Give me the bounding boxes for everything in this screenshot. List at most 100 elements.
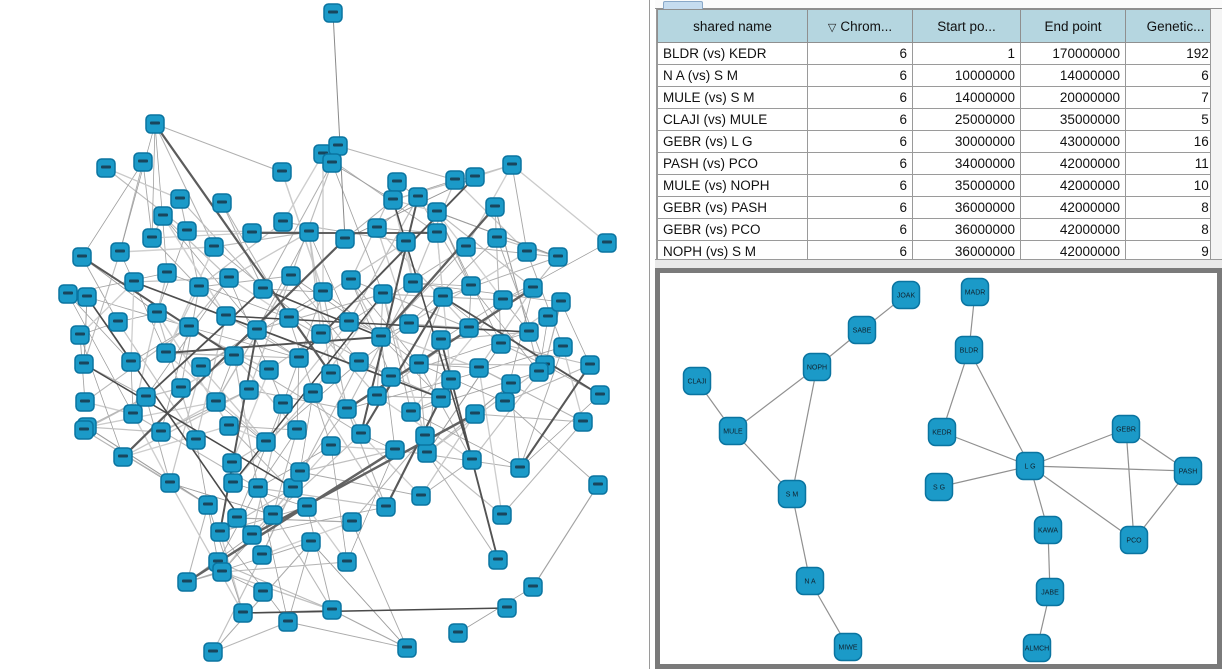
node-label	[227, 460, 237, 464]
table-cell[interactable]: 6	[807, 64, 913, 87]
table-cell[interactable]: 35000000	[912, 174, 1021, 197]
network-node-CLAJI[interactable]	[682, 366, 712, 396]
table-cell[interactable]: 7.5	[1125, 86, 1222, 109]
table-cell[interactable]: 14000000	[1020, 64, 1126, 87]
table-cell[interactable]: 42000000	[1020, 196, 1126, 219]
table-cell[interactable]: 6	[807, 130, 913, 153]
network-node-LG[interactable]	[1015, 451, 1045, 481]
network-node-ALMCH[interactable]	[1022, 633, 1052, 663]
table-cell[interactable]: 42000000	[1020, 218, 1126, 241]
table-cell[interactable]: 30000000	[912, 130, 1021, 153]
network-node-SABE[interactable]	[847, 315, 877, 345]
table-cell[interactable]: 170000000	[1020, 42, 1126, 65]
similarity-network-canvas[interactable]: JOAK MADR SABE NOPH BLDR CLAJI MULE KEDR GEBR L G…	[660, 273, 1217, 664]
table-cell[interactable]: 1	[912, 42, 1021, 65]
table-horizontal-scrollbar[interactable]	[655, 259, 1222, 269]
table-cell[interactable]: 42000000	[1020, 152, 1126, 175]
network-node-JABE[interactable]	[1035, 577, 1065, 607]
column-header-4[interactable]: Genetic...	[1125, 9, 1222, 43]
table-row[interactable]: MULE (vs) S M614000000200000007.5	[657, 86, 1222, 109]
table-cell[interactable]: 6	[807, 174, 913, 197]
network-edge	[478, 287, 534, 369]
table-cell[interactable]: GEBR (vs) L G	[657, 130, 808, 153]
table-cell[interactable]: 192.0	[1125, 42, 1222, 65]
network-node-MIWE[interactable]	[833, 632, 863, 662]
network-edge	[418, 363, 426, 437]
table-cell[interactable]: 5.9	[1125, 108, 1222, 131]
node-label	[268, 512, 278, 516]
table-cell[interactable]: 35000000	[1020, 108, 1126, 131]
table-cell[interactable]: 25000000	[912, 108, 1021, 131]
table-row[interactable]: CLAJI (vs) MULE625000000350000005.9	[657, 108, 1222, 131]
network-node-KAWA[interactable]	[1033, 515, 1063, 545]
network-node-KEDR[interactable]	[927, 417, 957, 447]
node-label	[464, 325, 474, 329]
table-vertical-scrollbar[interactable]	[1210, 9, 1222, 259]
table-cell[interactable]: 36000000	[912, 240, 1021, 263]
table-cell[interactable]: BLDR (vs) KEDR	[657, 42, 808, 65]
network-edge	[231, 369, 270, 464]
node-label	[284, 315, 294, 319]
network-node-NA[interactable]	[795, 566, 825, 596]
table-cell[interactable]: 36000000	[912, 218, 1021, 241]
table-cell[interactable]: 6	[807, 152, 913, 175]
table-cell[interactable]: PASH (vs) PCO	[657, 152, 808, 175]
network-node-SG[interactable]	[924, 472, 954, 502]
table-cell[interactable]: 42000000	[1020, 174, 1126, 197]
table-cell[interactable]: 6	[807, 196, 913, 219]
network-node-BLDR[interactable]	[954, 335, 984, 365]
table-cell[interactable]: 20000000	[1020, 86, 1126, 109]
table-cell[interactable]: 8.4	[1125, 218, 1222, 241]
table-row[interactable]: GEBR (vs) L G 6 30000000 43000000 16.9	[657, 130, 1222, 153]
table-cell[interactable]: 43000000	[1020, 130, 1126, 153]
table-cell[interactable]: 9.9	[1125, 240, 1222, 263]
node-label	[113, 319, 123, 323]
table-tab[interactable]	[663, 1, 703, 9]
table-cell[interactable]: GEBR (vs) PCO	[657, 218, 808, 241]
table-cell[interactable]: 6	[807, 218, 913, 241]
table-cell[interactable]: 6	[807, 108, 913, 131]
table-cell[interactable]: 14000000	[912, 86, 1021, 109]
table-row[interactable]: BLDR (vs) KEDR 6 1 170000000 192.0	[657, 42, 1222, 65]
table-cell[interactable]: 16.9	[1125, 130, 1222, 153]
table-cell[interactable]: MULE (vs) NOPH	[657, 174, 808, 197]
network-node-GEBR[interactable]	[1111, 414, 1141, 444]
table-cell[interactable]: 10.5	[1125, 174, 1222, 197]
network-edge	[233, 355, 362, 435]
network-edge	[219, 531, 289, 623]
network-node-PASH[interactable]	[1173, 456, 1203, 486]
node-label: NOPH	[807, 365, 827, 372]
network-node-JOAK[interactable]	[891, 280, 921, 310]
column-header-0[interactable]: shared name	[657, 9, 808, 43]
network-node-SM[interactable]	[777, 479, 807, 509]
network-node-PCO[interactable]	[1119, 525, 1149, 555]
table-cell[interactable]: 42000000	[1020, 240, 1126, 263]
network-edge	[81, 256, 119, 323]
table-row[interactable]: GEBR (vs) PCO636000000420000008.4	[657, 218, 1222, 241]
table-row[interactable]: N A (vs) S M610000000140000006.6	[657, 64, 1222, 87]
column-header-label: Genetic...	[1146, 18, 1205, 34]
table-cell[interactable]: GEBR (vs) PASH	[657, 196, 808, 219]
column-header-2[interactable]: Start po...	[912, 9, 1021, 43]
table-row[interactable]: GEBR (vs) PASH636000000420000008.9	[657, 196, 1222, 219]
table-row[interactable]: PASH (vs) PCO 6 34000000 42000000 11.4	[657, 152, 1222, 175]
table-cell[interactable]: N A (vs) S M	[657, 64, 808, 87]
column-header-3[interactable]: End point	[1020, 9, 1126, 43]
table-row[interactable]: MULE (vs) NOPH 6 35000000 42000000 10.5	[657, 174, 1222, 197]
table-cell[interactable]: 36000000	[912, 196, 1021, 219]
table-cell[interactable]: 10000000	[912, 64, 1021, 87]
network-node-NOPH[interactable]	[802, 352, 832, 382]
column-header-1[interactable]: ▽ Chrom...	[807, 9, 913, 43]
table-cell[interactable]: MULE (vs) S M	[657, 86, 808, 109]
table-cell[interactable]: 34000000	[912, 152, 1021, 175]
table-cell[interactable]: 6	[807, 86, 913, 109]
table-cell[interactable]: 6	[807, 42, 913, 65]
left-network-canvas[interactable]	[0, 0, 649, 669]
table-cell[interactable]: CLAJI (vs) MULE	[657, 108, 808, 131]
table-cell[interactable]: 11.4	[1125, 152, 1222, 175]
table-cell[interactable]: 8.9	[1125, 196, 1222, 219]
network-node-MADR[interactable]	[960, 277, 990, 307]
network-node-MULE[interactable]	[718, 416, 748, 446]
table-cell[interactable]: 6.6	[1125, 64, 1222, 87]
table-row[interactable]: NOPH (vs) S M636000000420000009.9	[657, 240, 1222, 263]
